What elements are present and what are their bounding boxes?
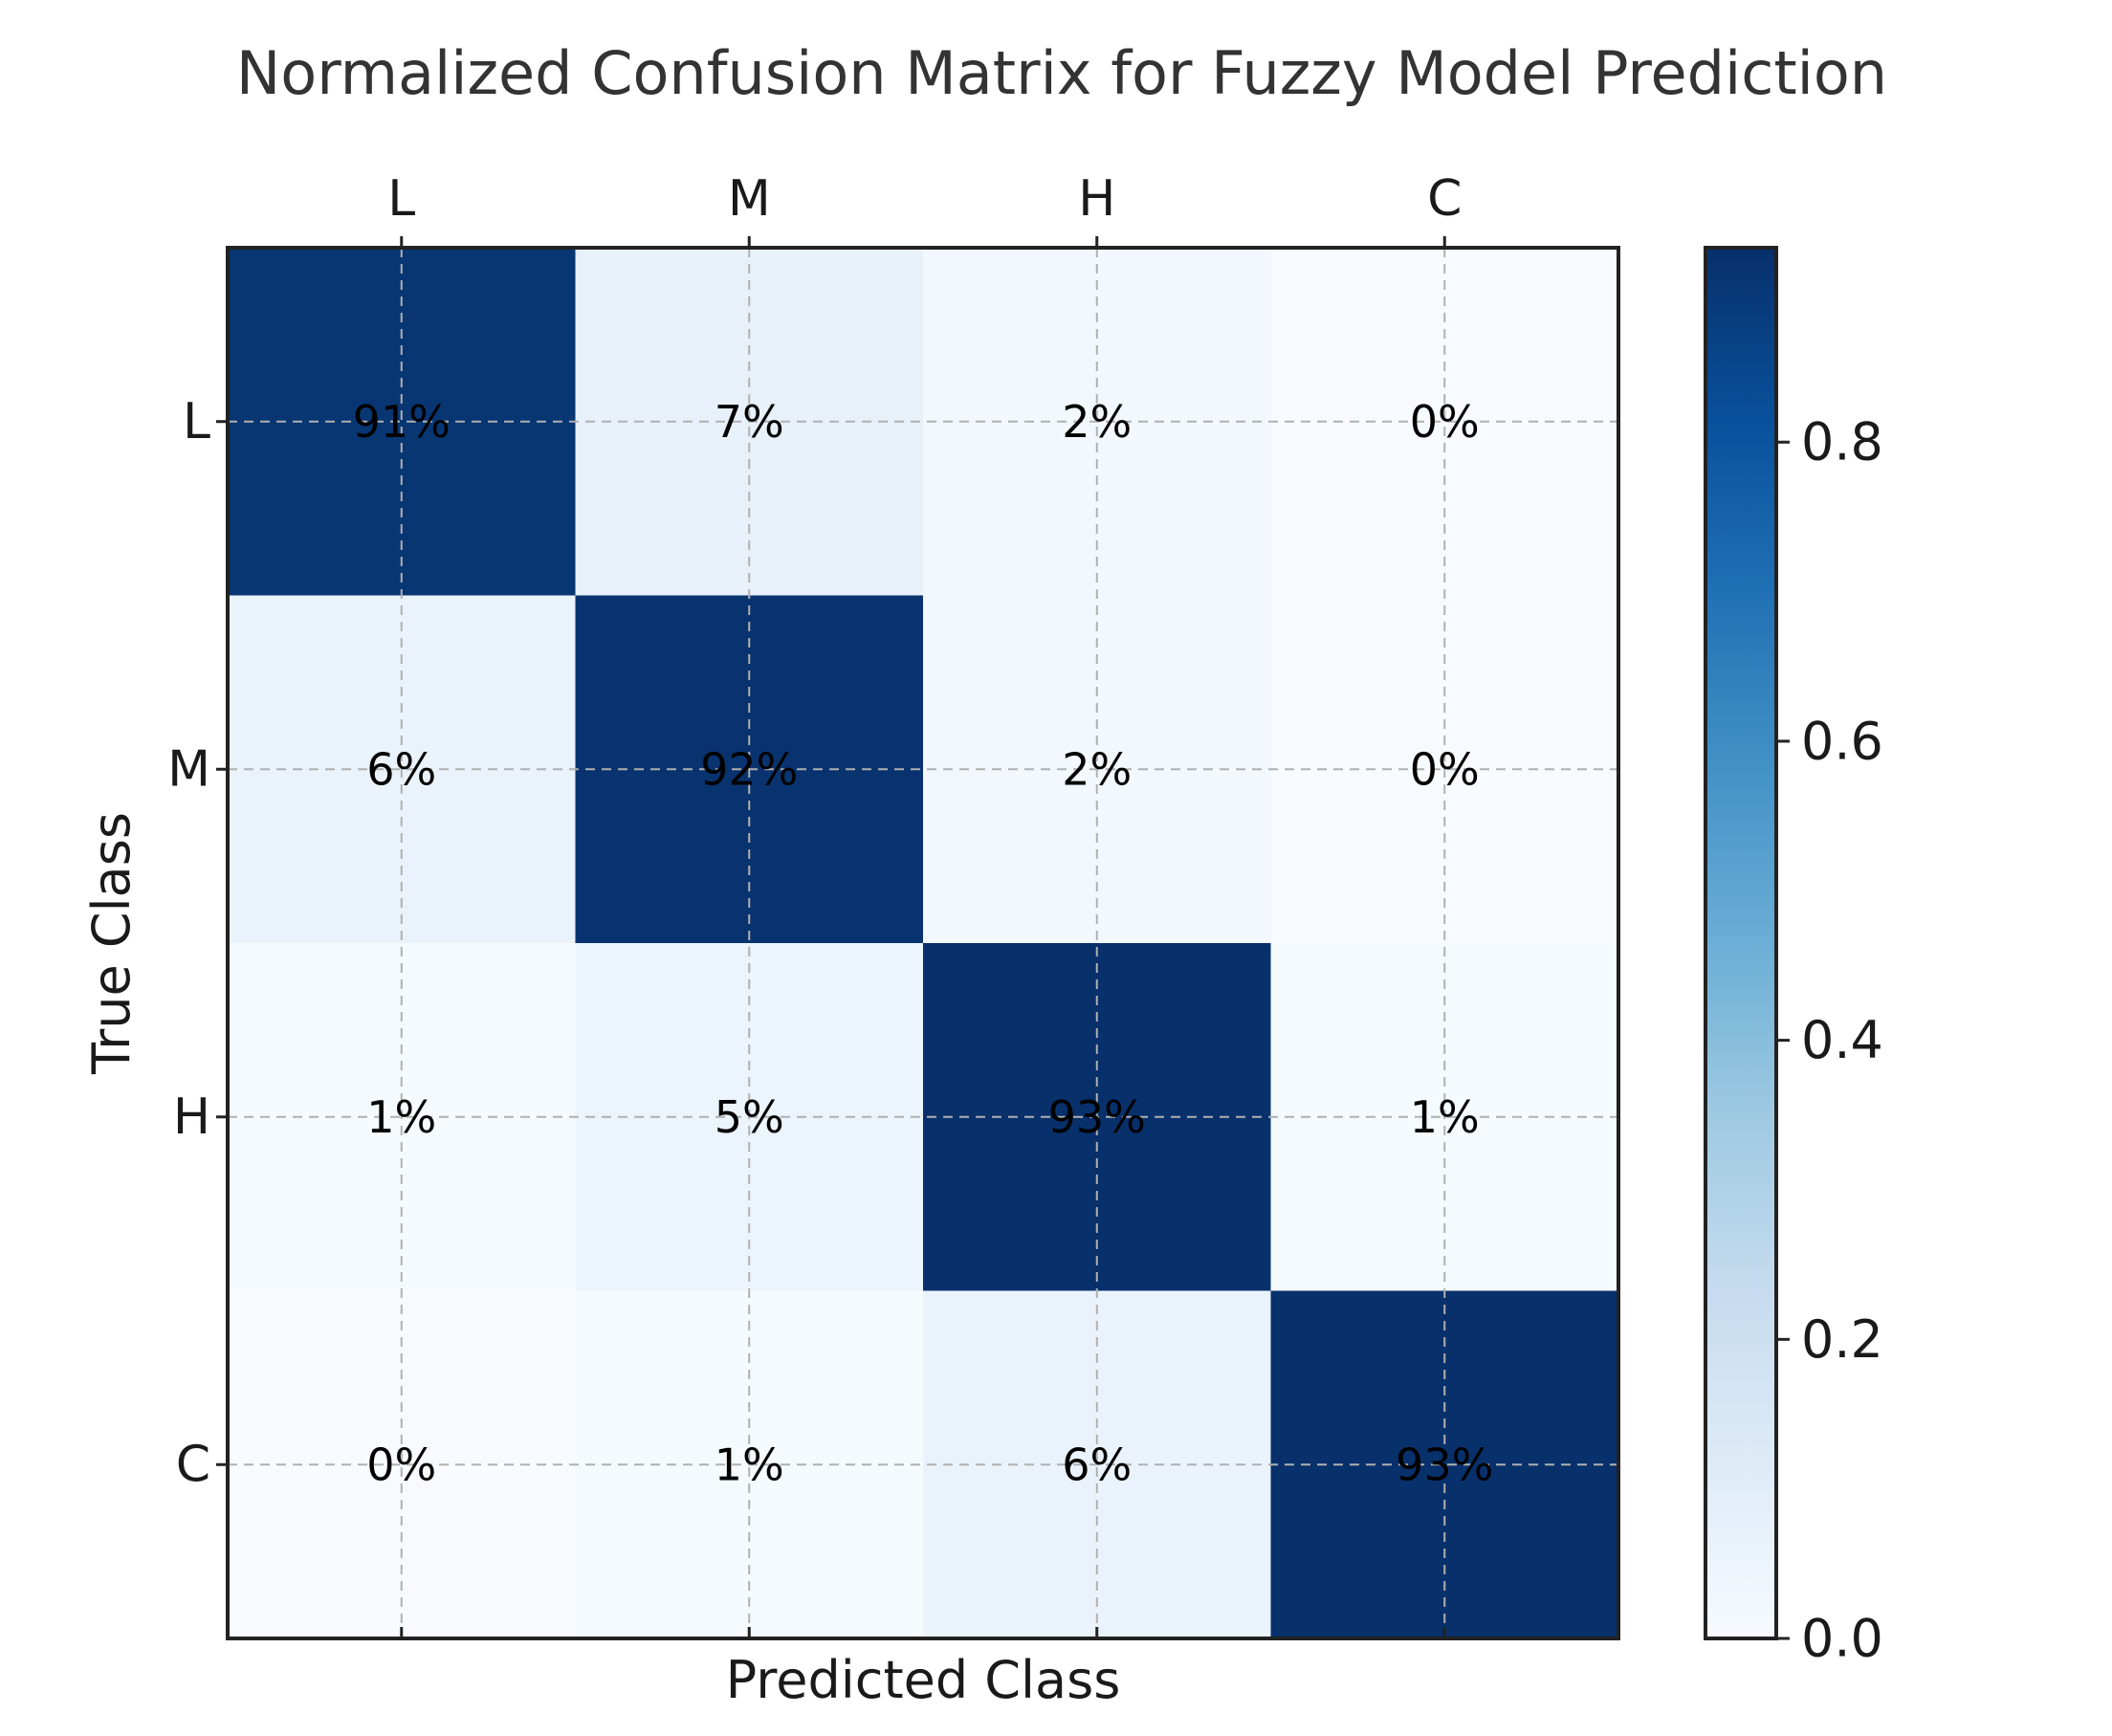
x-tick-label-L: L <box>387 170 415 228</box>
colorbar <box>1704 246 1778 1640</box>
y-axis-label: True Class <box>81 812 142 1075</box>
cell-label-C-L: 0% <box>366 1439 436 1490</box>
colorbar-tick-label: 0.0 <box>1801 1609 1883 1669</box>
plot-frame <box>226 246 1620 1640</box>
cell-label-H-C: 1% <box>1410 1091 1480 1143</box>
y-tick-label-M: M <box>167 740 210 798</box>
cell-label-L-C: 0% <box>1410 396 1480 448</box>
heatmap-cells <box>228 248 1619 1639</box>
cell-label-C-C: 93% <box>1396 1439 1493 1490</box>
cell-label-L-M: 7% <box>715 396 784 448</box>
cell-label-H-L: 1% <box>366 1091 436 1143</box>
y-tick-label-L: L <box>183 393 210 450</box>
cell-label-M-H: 2% <box>1062 743 1132 795</box>
colorbar-tick-label: 0.6 <box>1801 711 1883 771</box>
cell-label-M-C: 0% <box>1410 743 1480 795</box>
y-tick-label-H: H <box>173 1088 210 1146</box>
y-tick-label-C: C <box>176 1436 210 1493</box>
colorbar-tick-label: 0.2 <box>1801 1309 1883 1370</box>
grid-lines <box>228 248 1618 1638</box>
axis-ticks: L M H C L M H C <box>167 170 1462 1638</box>
cell-label-H-M: 5% <box>715 1091 784 1143</box>
x-tick-label-M: M <box>728 170 771 228</box>
x-tick-label-H: H <box>1078 170 1115 228</box>
heatmap-cell-C-C <box>1270 1290 1619 1639</box>
x-tick-label-C: C <box>1427 170 1462 228</box>
cell-label-L-L: 91% <box>353 396 451 448</box>
cell-label-H-H: 93% <box>1048 1091 1146 1143</box>
cell-label-C-H: 6% <box>1062 1439 1132 1490</box>
chart-title: Normalized Confusion Matrix for Fuzzy Mo… <box>236 38 1887 108</box>
cell-label-C-M: 1% <box>715 1439 784 1490</box>
colorbar-tick-label: 0.4 <box>1801 1010 1883 1070</box>
colorbar-tick-label: 0.8 <box>1801 412 1883 472</box>
cell-label-M-M: 92% <box>700 743 798 795</box>
colorbar-ticks: 0.0 0.2 0.4 0.6 0.8 <box>1776 412 1883 1669</box>
cell-label-L-H: 2% <box>1062 396 1132 448</box>
cell-value-labels: 91% 7% 2% 0% 6% 92% 2% 0% 1% 5% 93% 1% 0% 1% 6% 93% <box>353 396 1494 1491</box>
cell-label-M-L: 6% <box>366 743 436 795</box>
x-axis-label: Predicted Class <box>726 1650 1121 1710</box>
